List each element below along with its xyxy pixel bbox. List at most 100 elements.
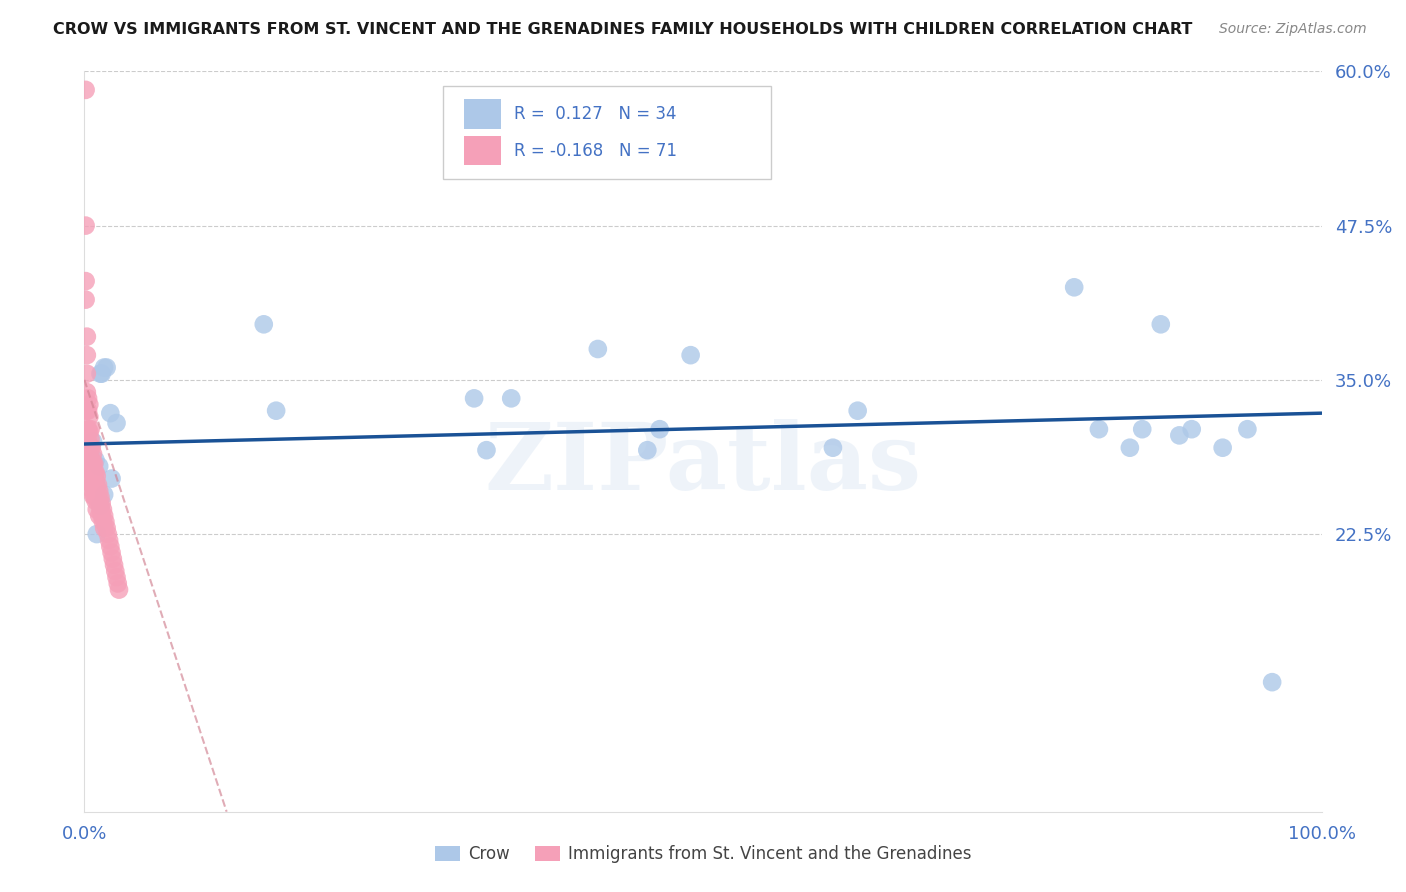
Text: R = -0.168   N = 71: R = -0.168 N = 71: [513, 142, 676, 160]
Point: [264, 403, 287, 417]
Point: [648, 422, 671, 436]
Point: [77, 447, 100, 461]
Point: [89, 483, 111, 498]
Point: [89, 499, 111, 513]
FancyBboxPatch shape: [464, 100, 502, 129]
Point: [89, 508, 111, 523]
Point: [82, 467, 104, 481]
Point: [90, 496, 112, 510]
Point: [93, 487, 115, 501]
Point: [1119, 441, 1142, 455]
Point: [83, 477, 105, 491]
Point: [84, 483, 107, 498]
Point: [82, 477, 104, 491]
Point: [77, 434, 100, 449]
Point: [79, 461, 101, 475]
Point: [93, 508, 115, 523]
Legend: Crow, Immigrants from St. Vincent and the Grenadines: Crow, Immigrants from St. Vincent and th…: [427, 838, 979, 870]
Point: [83, 467, 105, 481]
Point: [1212, 441, 1234, 455]
Point: [98, 533, 121, 548]
FancyBboxPatch shape: [464, 136, 502, 165]
Point: [76, 385, 98, 400]
Point: [86, 491, 108, 506]
Point: [104, 564, 127, 578]
Point: [76, 367, 98, 381]
Point: [105, 416, 128, 430]
Point: [84, 466, 107, 480]
Point: [100, 471, 122, 485]
Point: [79, 453, 101, 467]
Point: [75, 83, 97, 97]
Point: [79, 398, 101, 412]
Point: [80, 441, 103, 455]
Point: [1261, 675, 1284, 690]
Point: [82, 447, 104, 461]
Point: [679, 348, 702, 362]
Point: [76, 329, 98, 343]
Point: [463, 392, 485, 406]
FancyBboxPatch shape: [443, 87, 770, 178]
Point: [105, 570, 128, 584]
Point: [75, 219, 97, 233]
Point: [76, 403, 98, 417]
Point: [636, 443, 658, 458]
Point: [82, 434, 104, 449]
Point: [84, 493, 107, 508]
Point: [79, 471, 101, 485]
Point: [79, 432, 101, 446]
Point: [1236, 422, 1258, 436]
Point: [93, 360, 115, 375]
Point: [86, 502, 108, 516]
Point: [501, 392, 523, 406]
Point: [100, 546, 122, 560]
Point: [253, 318, 276, 332]
Point: [86, 469, 108, 483]
Text: CROW VS IMMIGRANTS FROM ST. VINCENT AND THE GRENADINES FAMILY HOUSEHOLDS WITH CH: CROW VS IMMIGRANTS FROM ST. VINCENT AND …: [53, 22, 1192, 37]
Text: ZIPatlas: ZIPatlas: [485, 418, 921, 508]
Point: [101, 551, 124, 566]
Point: [96, 360, 118, 375]
Point: [475, 443, 498, 458]
Point: [82, 457, 104, 471]
Point: [93, 521, 115, 535]
Point: [79, 409, 101, 424]
Point: [98, 406, 121, 420]
Point: [86, 527, 108, 541]
Point: [83, 457, 105, 471]
Point: [79, 441, 101, 455]
Point: [79, 422, 101, 436]
Point: [90, 367, 112, 381]
Point: [91, 515, 114, 529]
Point: [75, 274, 97, 288]
Point: [86, 480, 108, 494]
Point: [87, 477, 110, 491]
Point: [103, 558, 125, 572]
Text: Source: ZipAtlas.com: Source: ZipAtlas.com: [1219, 22, 1367, 37]
Point: [821, 441, 844, 455]
Point: [94, 515, 117, 529]
Point: [89, 459, 111, 474]
Point: [77, 422, 100, 436]
Point: [84, 453, 107, 467]
Point: [1088, 422, 1111, 436]
Point: [79, 482, 101, 496]
Point: [79, 441, 101, 455]
Point: [586, 342, 609, 356]
Point: [1130, 422, 1153, 436]
Point: [89, 490, 111, 504]
Point: [90, 508, 112, 523]
Point: [89, 496, 111, 510]
Point: [77, 403, 100, 417]
Point: [108, 582, 131, 597]
Point: [107, 576, 129, 591]
Point: [77, 392, 100, 406]
Point: [1168, 428, 1191, 442]
Point: [846, 403, 869, 417]
Point: [96, 521, 118, 535]
Point: [84, 474, 107, 488]
Point: [83, 489, 105, 503]
Point: [97, 527, 120, 541]
Point: [80, 453, 103, 467]
Point: [80, 466, 103, 480]
